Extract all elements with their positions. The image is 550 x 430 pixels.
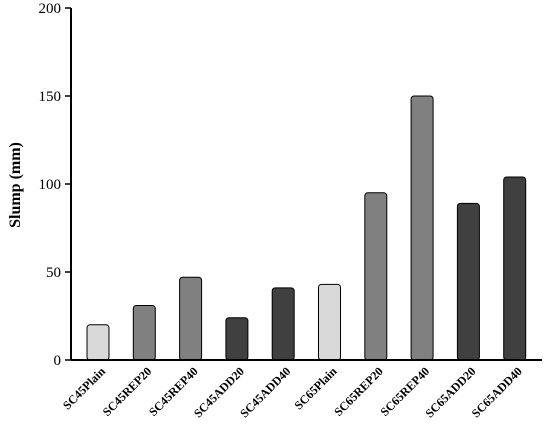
y-tick-label: 150 <box>39 89 62 105</box>
y-tick-label: 50 <box>46 265 61 281</box>
bar-sc45add20 <box>225 317 249 361</box>
bar-sc65add40 <box>503 176 527 361</box>
x-tick-label: SC45REP20 <box>100 364 155 419</box>
bar-sc45rep40 <box>179 276 203 361</box>
x-tick-label: SC45ADD40 <box>237 364 293 420</box>
y-tick-label: 0 <box>54 353 62 369</box>
bar-sc45rep20 <box>132 304 156 361</box>
bar-sc45add40 <box>271 287 295 361</box>
bars <box>86 95 527 361</box>
y-tick-label: 100 <box>39 177 62 193</box>
bar-sc65rep40 <box>410 95 434 361</box>
x-tick-label: SC65REP20 <box>331 364 386 419</box>
bar-sc45plain <box>86 324 110 361</box>
bar-sc65rep20 <box>364 192 388 361</box>
bar-sc65plain <box>318 283 341 361</box>
bar-sc65add20 <box>456 202 480 361</box>
x-tick-label: SC65Plain <box>292 364 340 412</box>
x-axis: SC45PlainSC45REP20SC45REP40SC45ADD20SC45… <box>60 359 542 420</box>
x-tick-label: SC45Plain <box>60 364 108 412</box>
y-axis-title: Slump (mm) <box>7 142 24 228</box>
y-tick-label: 200 <box>39 1 62 17</box>
x-tick-label: SC65ADD40 <box>469 364 525 420</box>
y-axis: 0 50 100 150 200 <box>39 1 72 369</box>
